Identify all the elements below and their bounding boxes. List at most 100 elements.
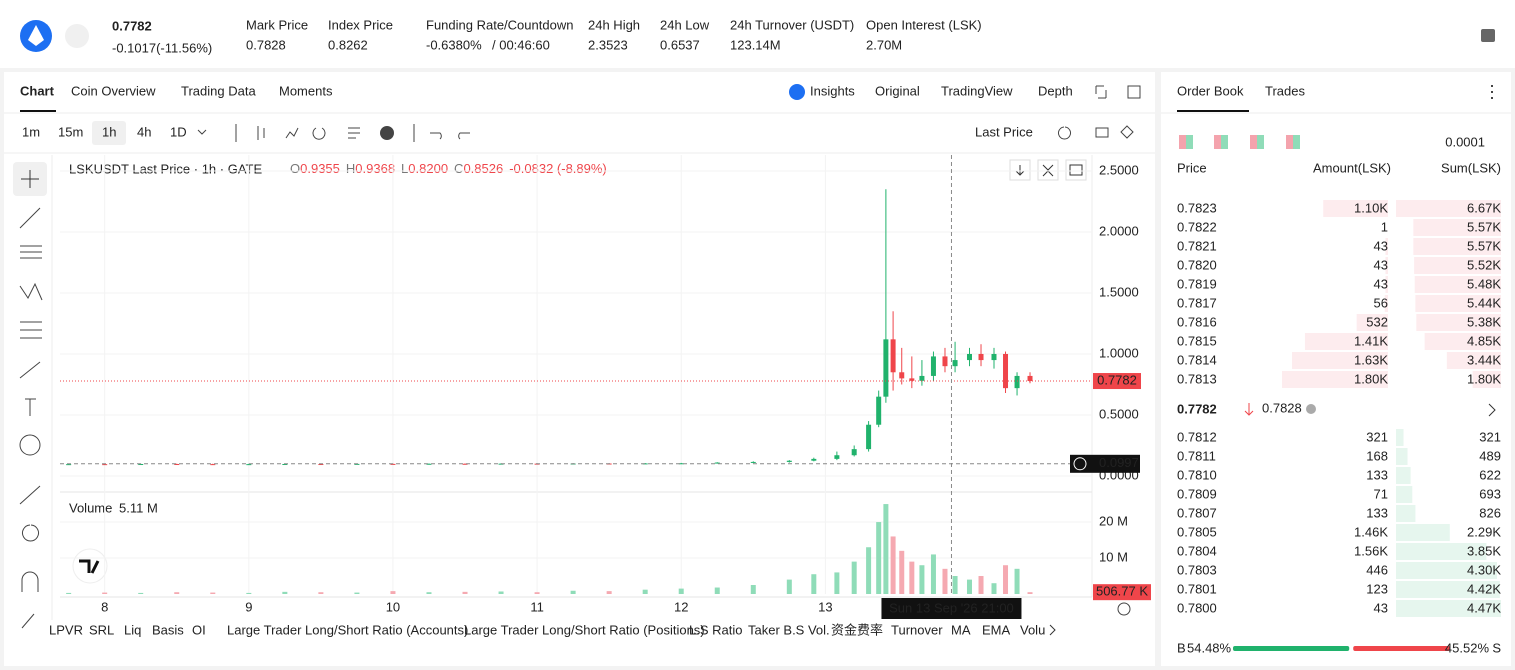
bid-price[interactable]: 0.7812 bbox=[1177, 429, 1217, 444]
ask-price[interactable]: 0.7815 bbox=[1177, 333, 1217, 348]
interval[interactable]: 4h bbox=[137, 124, 151, 139]
bid-price[interactable]: 0.7809 bbox=[1177, 486, 1217, 501]
view-tab[interactable]: Depth bbox=[1038, 83, 1073, 98]
interval[interactable]: 1h bbox=[102, 124, 116, 139]
bid-sum-depth bbox=[1396, 448, 1408, 465]
candle-body bbox=[883, 339, 889, 397]
x-tick-label: 8 bbox=[101, 599, 108, 614]
bid-amount: 43 bbox=[1374, 600, 1388, 615]
ask-price[interactable]: 0.7820 bbox=[1177, 257, 1217, 272]
volume-legend-value: 5.11 M bbox=[119, 500, 158, 515]
header-bar bbox=[0, 0, 1515, 68]
ask-price[interactable]: 0.7813 bbox=[1177, 371, 1217, 386]
x-tick-label: 12 bbox=[674, 599, 688, 614]
settings-icon[interactable] bbox=[1117, 602, 1131, 616]
indicator-tab[interactable]: EMA bbox=[982, 622, 1011, 637]
stat-label: 24h Turnover (USDT) bbox=[730, 17, 854, 32]
ask-price[interactable]: 0.7817 bbox=[1177, 295, 1217, 310]
indicator-tab[interactable]: OI bbox=[192, 622, 206, 637]
indicator-tab[interactable]: Turnover bbox=[891, 622, 943, 637]
ask-price[interactable]: 0.7821 bbox=[1177, 238, 1217, 253]
mid-arrow[interactable] bbox=[1488, 403, 1496, 417]
bid-price[interactable]: 0.7805 bbox=[1177, 524, 1217, 539]
header-icon[interactable] bbox=[1481, 29, 1495, 42]
last-price-label: 0.7782 bbox=[1097, 372, 1137, 387]
book-precision[interactable]: 0.0001 bbox=[1445, 134, 1485, 149]
volume-tick-label: 20 M bbox=[1099, 513, 1128, 528]
candle-body bbox=[909, 378, 915, 381]
last-volume-label: 506.77 K bbox=[1096, 584, 1148, 599]
volume-bar bbox=[354, 592, 360, 594]
indicator-tab[interactable]: Large Trader Long/Short Ratio (Positions… bbox=[464, 622, 705, 637]
bid-price[interactable]: 0.7804 bbox=[1177, 543, 1217, 558]
book-tab[interactable]: Trades bbox=[1265, 83, 1305, 98]
bid-price[interactable]: 0.7801 bbox=[1177, 581, 1217, 596]
book-tab[interactable]: Order Book bbox=[1177, 83, 1244, 98]
indicator-scroll[interactable] bbox=[1049, 624, 1056, 636]
bid-price[interactable]: 0.7807 bbox=[1177, 505, 1217, 520]
ask-sum-depth bbox=[1446, 352, 1501, 369]
volume-bar bbox=[883, 504, 889, 594]
ask-price[interactable]: 0.7823 bbox=[1177, 200, 1217, 215]
stat-value: 0.7828 bbox=[246, 37, 286, 52]
indicator-tab[interactable]: Volu bbox=[1020, 622, 1045, 637]
indicator-tab[interactable]: 资金费率 bbox=[831, 622, 883, 637]
volume-bar bbox=[714, 587, 720, 594]
favorite-button[interactable] bbox=[65, 24, 89, 48]
ask-amount: 56 bbox=[1374, 295, 1388, 310]
tab-underline bbox=[20, 110, 56, 112]
view-tab[interactable]: TradingView bbox=[941, 83, 1013, 98]
candle-body bbox=[750, 461, 756, 463]
chart-tab[interactable]: Moments bbox=[279, 83, 333, 98]
volume-bar bbox=[909, 561, 915, 594]
interval[interactable]: 1D bbox=[170, 124, 187, 139]
volume-bar bbox=[390, 591, 396, 594]
toolbar-icons[interactable] bbox=[197, 124, 470, 142]
ask-price[interactable]: 0.7822 bbox=[1177, 219, 1217, 234]
ask-sum-depth bbox=[1414, 257, 1501, 274]
interval[interactable]: 1m bbox=[22, 124, 40, 139]
bid-price[interactable]: 0.7810 bbox=[1177, 467, 1217, 482]
view-tab[interactable]: Insights bbox=[810, 83, 855, 98]
volume-bar bbox=[174, 592, 180, 594]
bid-amount: 133 bbox=[1366, 505, 1388, 520]
tool-emoji[interactable] bbox=[19, 434, 41, 456]
chart-buttons[interactable] bbox=[1009, 159, 1087, 181]
bid-sum-depth bbox=[1396, 562, 1498, 579]
chart-tab[interactable]: Trading Data bbox=[181, 83, 256, 98]
alert-icon[interactable] bbox=[380, 126, 394, 140]
bid-price[interactable]: 0.7803 bbox=[1177, 562, 1217, 577]
volume-bar bbox=[750, 585, 756, 594]
indicator-tab[interactable]: LPVR bbox=[49, 622, 83, 637]
interval[interactable]: 15m bbox=[58, 124, 83, 139]
indicator-tab[interactable]: SRL bbox=[89, 622, 114, 637]
interval-selected bbox=[92, 121, 126, 145]
bid-price[interactable]: 0.7811 bbox=[1177, 448, 1216, 463]
ask-amount-depth bbox=[1304, 333, 1388, 350]
ask-price[interactable]: 0.7814 bbox=[1177, 352, 1217, 367]
crosshair-add[interactable] bbox=[1073, 457, 1087, 471]
indicator-tab[interactable]: MA bbox=[951, 622, 971, 637]
tradingview-logo-mark bbox=[79, 559, 100, 574]
ask-price[interactable]: 0.7816 bbox=[1177, 314, 1217, 329]
bid-amount: 446 bbox=[1366, 562, 1388, 577]
indicator-tab[interactable]: Basis bbox=[152, 622, 184, 637]
chart-tab[interactable]: Coin Overview bbox=[71, 83, 156, 98]
volume-bar bbox=[1027, 592, 1033, 594]
view-tab[interactable]: Original bbox=[875, 83, 920, 98]
indicator-tab[interactable]: Taker B.S Vol. bbox=[748, 622, 830, 637]
indicator-tab[interactable]: Liq bbox=[124, 622, 141, 637]
indicator-tab[interactable]: Large Trader Long/Short Ratio (Accounts) bbox=[227, 622, 468, 637]
chart-tab[interactable]: Chart bbox=[20, 83, 55, 98]
y-tick-label: 2.5000 bbox=[1099, 162, 1139, 177]
price-type[interactable]: Last Price bbox=[975, 124, 1033, 139]
chart-button-icons bbox=[1015, 164, 1083, 177]
bid-price[interactable]: 0.7800 bbox=[1177, 600, 1217, 615]
bid-sum-depth bbox=[1396, 486, 1413, 503]
drawing-tools[interactable] bbox=[19, 485, 41, 629]
stat-value: 123.14M bbox=[730, 37, 781, 52]
indicator-tab[interactable]: L.S Ratio bbox=[689, 622, 742, 637]
ask-price[interactable]: 0.7819 bbox=[1177, 276, 1217, 291]
drawing-tools[interactable] bbox=[19, 207, 43, 416]
chart-tool-icons[interactable] bbox=[1058, 85, 1141, 140]
